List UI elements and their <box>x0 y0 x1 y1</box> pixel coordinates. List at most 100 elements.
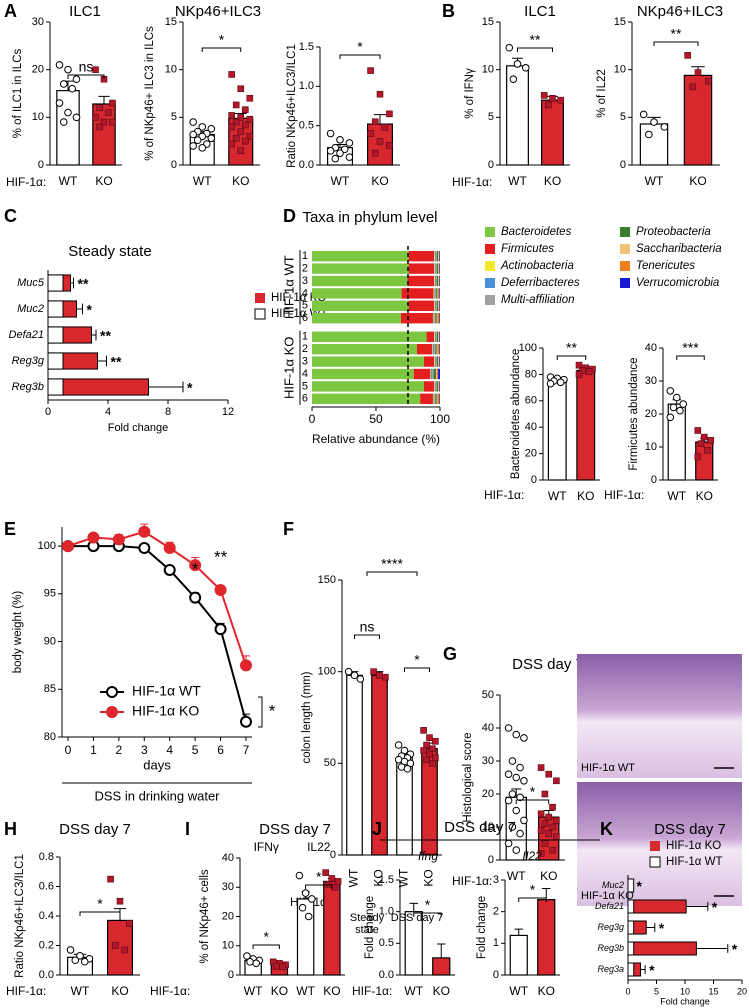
bar-segment <box>437 393 440 404</box>
y-tick-label: 1 <box>493 937 499 949</box>
bar-segment <box>434 393 436 404</box>
significance-label: * <box>357 39 363 55</box>
y-tick-label: 40 <box>525 421 537 433</box>
data-point <box>189 118 197 126</box>
data-point <box>68 84 77 93</box>
bar-segment <box>426 331 435 342</box>
data-point <box>549 846 556 854</box>
data-point <box>679 400 688 408</box>
bar-segment <box>438 331 440 342</box>
bar <box>92 103 116 166</box>
panel-label: C <box>4 206 17 226</box>
x-tick-label: 3 <box>141 743 148 757</box>
significance-label: * <box>316 869 322 885</box>
x-tick-label: 50 <box>369 412 383 426</box>
bar-segment <box>312 331 427 342</box>
panel-title: DSS day 7 <box>259 821 331 838</box>
data-point <box>72 75 81 83</box>
legend-swatch <box>485 227 495 237</box>
legend-label: Firmicutes <box>501 243 554 255</box>
legend-label: Actinobacteria <box>500 260 574 272</box>
error-bar <box>373 114 387 125</box>
data-point <box>237 114 245 121</box>
data-point <box>246 94 254 102</box>
data-point <box>504 796 513 805</box>
x-tick-label: KO <box>371 174 388 188</box>
significance-bracket <box>404 667 430 672</box>
legend-swatch <box>650 841 660 851</box>
row-label: 1 <box>302 331 308 343</box>
significance-label: *** <box>682 340 699 356</box>
data-point <box>556 378 565 387</box>
bar <box>509 934 528 976</box>
marker <box>163 542 176 554</box>
bar-segment <box>435 331 437 342</box>
bar-segment <box>407 275 435 287</box>
bar-segment <box>436 344 438 355</box>
data-point <box>344 667 353 676</box>
y-tick-label: 100 <box>318 666 336 678</box>
x-tick-label: WT <box>331 174 350 188</box>
y-tick-label: 5 <box>488 111 494 123</box>
bar <box>47 326 64 344</box>
bar-segment <box>439 263 440 274</box>
x-prefix: HIF-1α: <box>352 984 392 998</box>
data-point <box>697 440 705 448</box>
error-bar <box>646 923 656 932</box>
group-label: Steady state <box>349 912 385 936</box>
y-tick-label: 0 <box>228 969 234 981</box>
legend-swatch <box>255 293 265 303</box>
y-tick-label: 0 <box>620 159 626 171</box>
x-prefix: HIF-1α: <box>604 488 644 502</box>
bar-segment <box>438 251 440 262</box>
data-point <box>59 118 68 126</box>
bar-segment <box>434 263 435 274</box>
data-point <box>331 883 339 891</box>
data-point <box>537 764 545 771</box>
y-tick-label: Reg3g <box>12 355 45 367</box>
bar-segment <box>436 393 438 404</box>
data-point <box>557 96 565 104</box>
y-axis-label: colon length (mm) <box>301 671 313 763</box>
data-point <box>420 747 427 754</box>
data-point <box>700 433 708 441</box>
y-tick-label: 20 <box>482 788 494 800</box>
y-tick-label: 40 <box>222 852 234 864</box>
y-tick-label: 0.0 <box>379 969 394 981</box>
y-tick-label: 40 <box>482 722 494 734</box>
bar-segment <box>438 368 440 380</box>
bar-segment <box>438 275 440 287</box>
row-label: 2 <box>302 263 308 275</box>
data-point <box>198 144 207 152</box>
bar-segment <box>416 344 433 355</box>
bar-segment <box>312 275 408 287</box>
bar <box>47 352 64 370</box>
data-point <box>111 942 119 949</box>
data-point <box>516 829 524 838</box>
legend-swatch <box>620 227 630 237</box>
y-axis-label: % of IL22 <box>596 69 608 118</box>
x-tick-label: KO <box>540 869 557 883</box>
bar-segment <box>312 300 409 311</box>
bar-segment <box>439 300 440 311</box>
data-point <box>243 952 251 960</box>
bar-segment <box>438 381 439 392</box>
data-point <box>381 123 389 131</box>
x-tick-label: KO <box>433 984 450 998</box>
row-label: 2 <box>302 343 308 355</box>
subtitle: Ifng <box>418 849 438 863</box>
bar-segment <box>436 368 439 380</box>
row-label: 4 <box>302 287 308 299</box>
data-point <box>55 61 64 69</box>
bar-segment <box>438 275 439 287</box>
y-axis-label: Fold change <box>476 896 488 959</box>
x-axis-label: Fold change <box>108 422 169 434</box>
y-tick-label: 20 <box>222 910 234 922</box>
x-tick-label: 1 <box>90 743 97 757</box>
marker <box>138 542 151 554</box>
data-point <box>237 85 245 93</box>
data-point <box>549 823 556 831</box>
bar-segment <box>434 313 436 324</box>
x-tick-label: WT <box>59 174 78 188</box>
y-tick-label: 1.0 <box>379 906 394 918</box>
